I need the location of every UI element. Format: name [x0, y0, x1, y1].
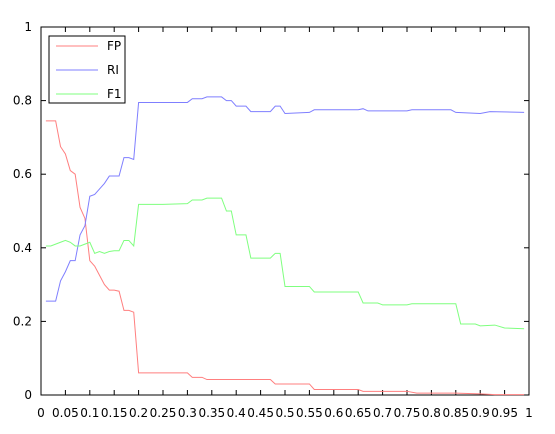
x-tick-label: 0.45: [247, 406, 274, 420]
legend-label-fp: FP: [107, 39, 121, 53]
legend-label-ri: RI: [107, 63, 119, 77]
y-tick-label: 0.2: [13, 314, 32, 328]
x-tick-label: 0.1: [80, 406, 99, 420]
x-tick-label: 1: [525, 406, 533, 420]
legend-label-f1: F1: [107, 87, 122, 101]
x-tick-label: 0.55: [296, 406, 323, 420]
x-tick-label: 0.05: [52, 406, 79, 420]
x-tick-label: 0.65: [345, 406, 372, 420]
x-tick-label: 0.85: [442, 406, 469, 420]
x-tick-label: 0.95: [491, 406, 518, 420]
x-tick-label: 0: [37, 406, 45, 420]
y-tick-label: 0.4: [13, 241, 32, 255]
x-tick-label: 0.25: [150, 406, 177, 420]
x-tick-label: 0.9: [471, 406, 490, 420]
series-layer: [45, 96, 525, 396]
y-tick-label: 0.6: [13, 167, 32, 181]
x-tick-label: 0.5: [275, 406, 294, 420]
x-tick-label: 0.2: [129, 406, 148, 420]
x-tick-label: 0.6: [324, 406, 343, 420]
series-line-f1: [45, 197, 525, 330]
y-tick-label: 1: [24, 20, 32, 34]
x-tick-label: 0.8: [422, 406, 441, 420]
x-tick-label: 0.35: [198, 406, 225, 420]
x-tick-label: 0.3: [178, 406, 197, 420]
legend: FP RI F1: [48, 35, 126, 104]
series-line-fp: [45, 120, 525, 396]
x-tick-label: 0.75: [394, 406, 421, 420]
y-tick-label: 0.8: [13, 94, 32, 108]
series-line-ri: [45, 96, 525, 302]
x-tick-label: 0.4: [227, 406, 246, 420]
y-tick-label: 0: [24, 388, 32, 402]
axes-layer: 0 0.05 0.1 0.15 0.2 0.25 0.3 0.35 0.4 0.45 0.5 0.55…: [13, 20, 533, 420]
x-tick-label: 0.7: [373, 406, 392, 420]
x-tick-label: 0.15: [101, 406, 128, 420]
